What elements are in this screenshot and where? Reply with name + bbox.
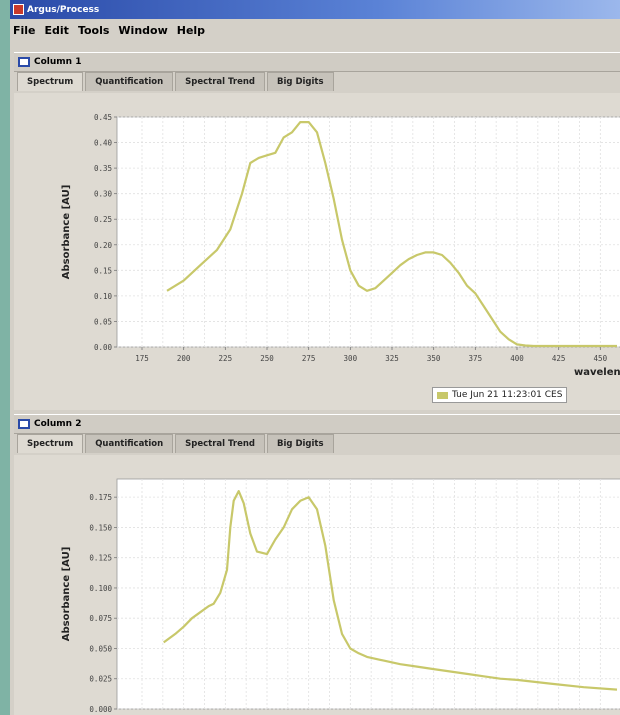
- column-2-title: Column 2: [34, 419, 82, 429]
- spectrum-panel-2: 0.000 0.025 0.050 0.075 0.100 0.125 0.150 0.175…: [14, 455, 620, 715]
- frame-icon: [18, 419, 30, 429]
- app-icon: [13, 4, 24, 15]
- y-tick-label: 0.15: [94, 266, 112, 275]
- y-tick-label: 0.40: [94, 139, 113, 148]
- y-tick-label: 0.050: [89, 644, 112, 653]
- y-tick-label: 0.05: [94, 317, 112, 326]
- x-tick-label: 450: [594, 354, 608, 363]
- spectrum-chart-2: 0.000 0.025 0.050 0.075 0.100 0.125 0.150 0.175…: [61, 478, 620, 714]
- y-tick-label: 0.000: [89, 705, 112, 714]
- column-1-frame: Column 1 Spectrum Quantification Spectra…: [14, 52, 620, 410]
- spectrum-line: [166, 121, 617, 348]
- menu-window[interactable]: Window: [118, 23, 168, 37]
- tab-big-digits[interactable]: Big Digits: [267, 434, 334, 453]
- spectrum-line: [163, 489, 618, 691]
- frame-icon: [18, 57, 30, 67]
- y-axis-label: Absorbance [AU]: [61, 547, 72, 642]
- column-2-tabs: Spectrum Quantification Spectral Trend B…: [14, 434, 620, 453]
- y-tick-label: 0.10: [94, 292, 113, 301]
- y-tick-label: 0.125: [89, 554, 112, 563]
- menu-bar: File Edit Tools Window Help: [10, 19, 620, 41]
- y-tick-label: 0.25: [94, 215, 112, 224]
- y-tick-label: 0.075: [89, 614, 112, 623]
- x-tick-label: 325: [385, 354, 399, 363]
- y-tick-label: 0.45: [94, 113, 112, 122]
- window-title: Argus/Process: [27, 4, 100, 15]
- x-axis-label: wavelen: [574, 367, 620, 378]
- tab-spectral-trend[interactable]: Spectral Trend: [175, 72, 266, 91]
- app-window: Argus/Process File Edit Tools Window Hel…: [10, 0, 620, 715]
- y-tick-label: 0.150: [89, 523, 112, 532]
- x-tick-label: 225: [219, 354, 233, 363]
- spectrum-panel-1: 0.00 0.05 0.10 0.15 0.20 0.25 0.30 0.35 0.40 0.45…: [14, 93, 620, 410]
- x-tick-label: 400: [510, 354, 524, 363]
- y-axis-label: Absorbance [AU]: [61, 185, 72, 280]
- x-tick-label: 300: [344, 354, 358, 363]
- menu-file[interactable]: File: [13, 23, 36, 37]
- column-1-title: Column 1: [34, 57, 82, 67]
- y-tick-label: 0.20: [94, 241, 113, 250]
- x-tick-label: 425: [552, 354, 566, 363]
- y-tick-label: 0.175: [89, 493, 112, 502]
- column-1-tabs: Spectrum Quantification Spectral Trend B…: [14, 72, 620, 91]
- menu-help[interactable]: Help: [176, 23, 206, 37]
- plot-area: [116, 116, 620, 348]
- column-1-titlebar[interactable]: Column 1: [14, 53, 620, 72]
- title-bar[interactable]: Argus/Process: [10, 0, 620, 19]
- legend-label: Tue Jun 21 11:23:01 CES: [452, 390, 563, 400]
- chart-legend: Tue Jun 21 11:23:01 CES: [432, 387, 568, 403]
- y-tick-label: 0.35: [94, 164, 112, 173]
- tab-spectral-trend[interactable]: Spectral Trend: [175, 434, 266, 453]
- tab-quantification[interactable]: Quantification: [85, 72, 174, 91]
- tab-quantification[interactable]: Quantification: [85, 434, 174, 453]
- column-2-titlebar[interactable]: Column 2: [14, 415, 620, 434]
- spectrum-chart-1: 0.00 0.05 0.10 0.15 0.20 0.25 0.30 0.35 0.40 0.45…: [61, 113, 620, 378]
- tab-big-digits[interactable]: Big Digits: [267, 72, 334, 91]
- x-tick-label: 200: [177, 354, 191, 363]
- x-tick-label: 275: [302, 354, 316, 363]
- tab-spectrum[interactable]: Spectrum: [17, 434, 84, 453]
- menu-tools[interactable]: Tools: [77, 23, 110, 37]
- y-tick-label: 0.025: [89, 675, 112, 684]
- legend-swatch: [437, 391, 448, 399]
- column-2-frame: Column 2 Spectrum Quantification Spectra…: [14, 414, 620, 715]
- plot-area: [116, 478, 620, 710]
- x-tick-label: 250: [260, 354, 274, 363]
- y-tick-label: 0.100: [89, 584, 112, 593]
- menu-edit[interactable]: Edit: [44, 23, 69, 37]
- y-tick-label: 0.30: [94, 190, 113, 199]
- y-tick-label: 0.00: [94, 343, 113, 352]
- x-tick-label: 350: [427, 354, 441, 363]
- x-tick-label: 175: [135, 354, 149, 363]
- tab-spectrum[interactable]: Spectrum: [17, 72, 84, 91]
- x-tick-label: 375: [469, 354, 483, 363]
